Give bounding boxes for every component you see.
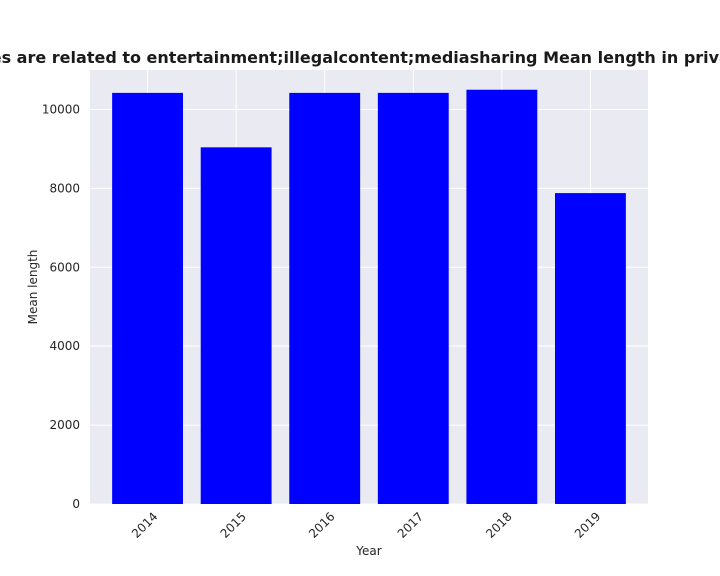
bar-2019	[555, 193, 626, 504]
y-tick-label: 10000	[42, 102, 80, 116]
x-tick-label: 2018	[483, 509, 514, 540]
x-tick-label: 2015	[218, 509, 249, 540]
y-tick-label: 4000	[49, 339, 80, 353]
chart-title: Categories are related to entertainment;…	[0, 48, 720, 67]
bars	[112, 89, 626, 505]
bar-2017	[377, 92, 449, 504]
x-axis-ticks: 2014 2015 2016 2017 2018 2019	[129, 509, 603, 540]
bar-2016	[289, 92, 361, 504]
x-axis-label: Year	[355, 544, 381, 558]
y-axis-label: Mean length	[26, 250, 40, 325]
y-tick-label: 6000	[49, 260, 80, 274]
y-axis-ticks: 0 2000 4000 6000 8000 10000	[42, 102, 80, 511]
bar-2014	[112, 92, 183, 504]
x-tick-label: 2017	[395, 509, 426, 540]
bar-2018	[466, 89, 538, 505]
y-tick-label: 0	[72, 497, 80, 511]
x-tick-label: 2014	[129, 509, 160, 540]
x-tick-label: 2016	[306, 509, 337, 540]
bar-2015	[200, 147, 272, 504]
x-tick-label: 2019	[572, 509, 603, 540]
y-tick-label: 8000	[49, 181, 80, 195]
y-tick-label: 2000	[49, 418, 80, 432]
